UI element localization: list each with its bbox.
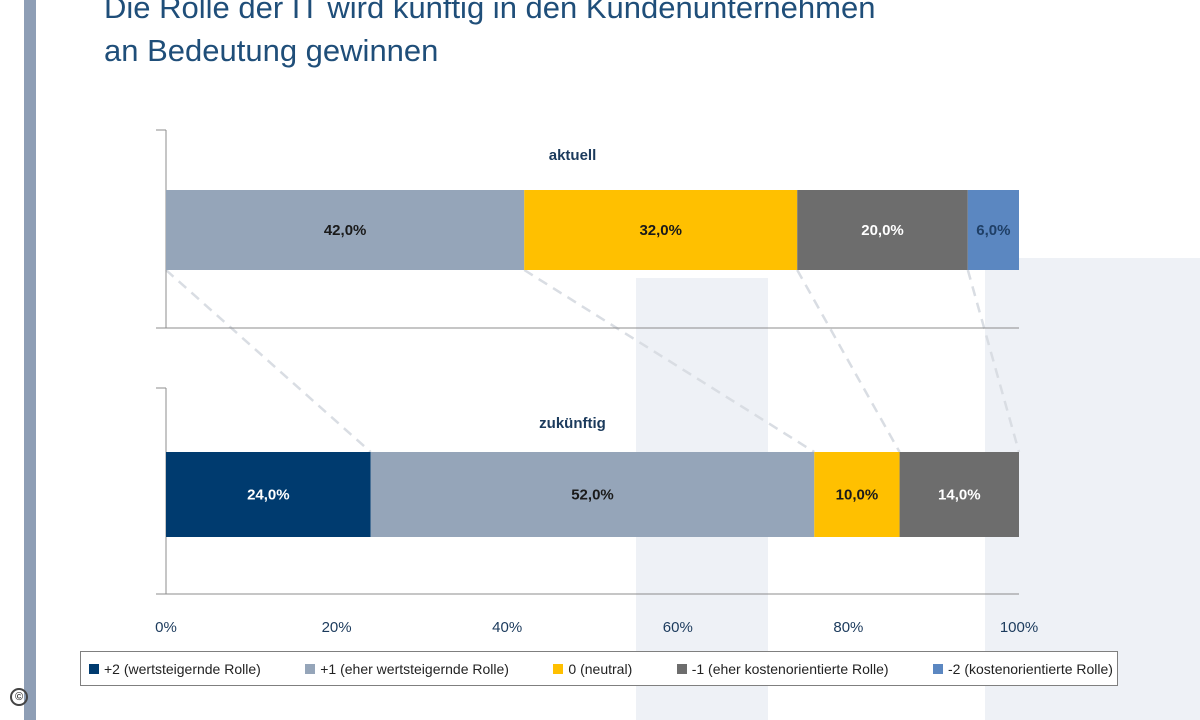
bar-segment-plus1-0 bbox=[166, 190, 525, 270]
left-rail bbox=[24, 0, 36, 720]
x-tick-label-1: 20% bbox=[322, 619, 352, 636]
legend-item-plus1: +1 (eher wertsteigernde Rolle) bbox=[305, 661, 509, 677]
legend-label-minus1: -1 (eher kostenorientierte Rolle) bbox=[691, 660, 889, 677]
bar-segment-plus2-1 bbox=[166, 452, 371, 537]
legend-swatch-plus1 bbox=[305, 663, 316, 674]
copyright-icon: © bbox=[10, 688, 28, 706]
title-line-2: an Bedeutung gewinnen bbox=[104, 33, 439, 68]
data-label-plus1-1: 52,0% bbox=[571, 487, 614, 504]
legend-label-minus2: -2 (kostenorientierte Rolle) bbox=[948, 660, 1113, 677]
connector-line-1 bbox=[523, 268, 815, 454]
connector-line-0 bbox=[165, 269, 372, 453]
data-label-minus2-0: 6,0% bbox=[976, 222, 1010, 239]
data-label-plus2-1: 24,0% bbox=[247, 487, 290, 504]
bar-segment-plus1-1 bbox=[370, 452, 815, 537]
legend-swatch-neutral bbox=[553, 663, 564, 674]
chart-legend: +2 (wertsteigernde Rolle) +1 (eher wertst… bbox=[80, 651, 1118, 686]
x-tick-label-0: 0% bbox=[155, 619, 177, 636]
data-label-minus1-0: 20,0% bbox=[861, 222, 904, 239]
bar-segment-minus1-0 bbox=[797, 190, 968, 270]
x-tick-label-3: 60% bbox=[663, 619, 693, 636]
legend-label-plus2: +2 (wertsteigernde Rolle) bbox=[104, 660, 261, 677]
connector-line-2 bbox=[796, 269, 901, 453]
legend-label-neutral: 0 (neutral) bbox=[568, 660, 633, 677]
legend-item-minus1: -1 (eher kostenorientierte Rolle) bbox=[676, 660, 889, 677]
legend-swatch-minus2 bbox=[933, 663, 944, 674]
bar-segment-neutral-0 bbox=[524, 190, 798, 270]
legend-label-plus1: +1 (eher wertsteigernde Rolle) bbox=[320, 660, 509, 677]
data-label-neutral-0: 32,0% bbox=[639, 222, 682, 239]
title-line-1: Die Rolle der IT wird künftig in den Kun… bbox=[104, 0, 876, 25]
legend-item-neutral: 0 (neutral) bbox=[553, 661, 632, 677]
data-label-minus1-1: 14,0% bbox=[938, 487, 981, 504]
x-tick-label-5: 100% bbox=[1000, 619, 1038, 636]
legend-item-plus2: +2 (wertsteigernde Rolle) bbox=[89, 661, 261, 677]
data-label-plus1-0: 42,0% bbox=[324, 222, 367, 239]
legend-swatch-minus1 bbox=[676, 663, 687, 674]
connector-line-3 bbox=[966, 269, 1021, 453]
x-tick-label-2: 40% bbox=[492, 619, 522, 636]
bar-segment-neutral-1 bbox=[814, 452, 900, 537]
legend-item-minus2: -2 (kostenorientierte Rolle) bbox=[933, 661, 1113, 677]
bar-segment-minus1-1 bbox=[899, 452, 1019, 537]
bar-segment-minus2-0 bbox=[967, 190, 1019, 270]
category-label-1: zukünftig bbox=[539, 415, 606, 432]
watermark-shape-right bbox=[985, 258, 1200, 720]
x-tick-label-4: 80% bbox=[833, 619, 863, 636]
data-label-neutral-1: 10,0% bbox=[836, 487, 879, 504]
legend-swatch-plus2 bbox=[89, 663, 99, 674]
slide-title: Die Rolle der IT wird künftig in den Kun… bbox=[104, 0, 1104, 72]
category-label-0: aktuell bbox=[549, 147, 597, 164]
